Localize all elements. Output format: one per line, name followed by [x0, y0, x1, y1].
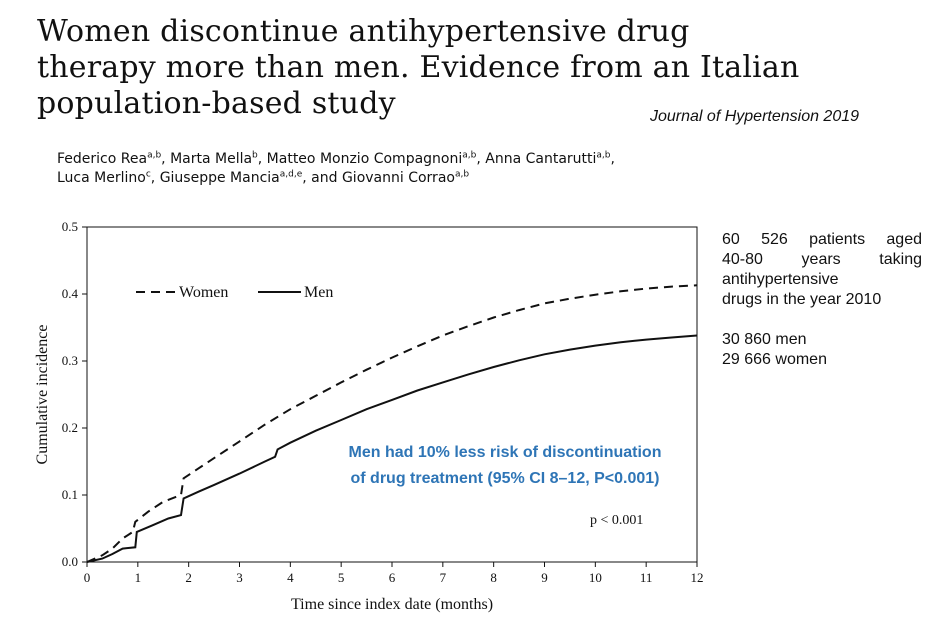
x-axis-label: Time since index date (months) — [291, 596, 493, 613]
author-name: Luca Merlino — [57, 170, 146, 186]
author-name: Giuseppe Mancia — [159, 170, 280, 186]
x-tick-label: 4 — [287, 570, 294, 585]
author-name: Marta Mella — [170, 151, 253, 167]
author-affiliation: a,b — [454, 169, 470, 180]
series-line-men — [86, 334, 698, 563]
summary-line: drugs in the year 2010 — [722, 291, 882, 308]
author-name: Anna Cantarutti — [485, 151, 597, 167]
patients-description: 60 526 patients aged 40-80 years taking … — [722, 230, 922, 310]
author-affiliation: a,d,e — [279, 169, 303, 180]
author-list: Federico Reaa,b, Marta Mellab, Matteo Mo… — [57, 150, 917, 188]
x-tick-label: 6 — [389, 570, 396, 585]
y-tick-label: 0.1 — [62, 487, 78, 502]
title-line: therapy more than men. Evidence from an … — [37, 50, 800, 85]
callout-line: Men had 10% less risk of discontinuation — [349, 444, 662, 461]
y-tick-label: 0.0 — [62, 554, 78, 569]
x-tick-label: 0 — [84, 570, 91, 585]
series-line-women — [86, 284, 698, 563]
author-affiliation: a,b — [596, 150, 611, 161]
author-affiliation: a,b — [147, 150, 162, 161]
x-tick-label: 10 — [589, 570, 602, 585]
x-tick-label: 12 — [691, 570, 704, 585]
x-tick-label: 11 — [640, 570, 653, 585]
x-tick-label: 5 — [338, 570, 345, 585]
x-tick-label: 1 — [135, 570, 142, 585]
y-tick-label: 0.5 — [62, 219, 78, 234]
count-women: 29 666 women — [722, 351, 827, 368]
x-tick-label: 9 — [541, 570, 548, 585]
author-separator: , and — [302, 170, 342, 186]
title-line: Women discontinue antihypertensive drug — [37, 14, 690, 49]
summary-line: 60 526 patients aged — [722, 231, 922, 248]
y-tick-label: 0.3 — [62, 353, 78, 368]
y-tick-label: 0.2 — [62, 420, 78, 435]
x-tick-label: 8 — [490, 570, 497, 585]
paper-title: Women discontinue antihypertensive drug … — [37, 14, 917, 122]
callout-line: of drug treatment (95% CI 8–12, P<0.001) — [351, 470, 660, 487]
author-affiliation: c — [145, 169, 151, 180]
author-name: Giovanni Corrao — [341, 170, 455, 186]
journal-name: Journal of Hypertension 2019 — [650, 108, 860, 125]
count-men: 30 860 men — [722, 331, 807, 348]
x-tick-label: 7 — [440, 570, 447, 585]
author-separator: , — [257, 151, 267, 167]
x-tick-label: 3 — [236, 570, 243, 585]
summary-line: antihypertensive — [722, 271, 839, 288]
y-axis-label: Cumulative incidence — [34, 325, 51, 465]
legend-label-women: Women — [179, 284, 228, 301]
author-name: Federico Rea — [57, 151, 148, 167]
x-tick-label: 2 — [185, 570, 192, 585]
author-separator: , — [161, 151, 171, 167]
plot-frame — [86, 226, 698, 563]
summary-line: 40-80 years taking — [722, 251, 922, 268]
author-separator: , — [150, 170, 160, 186]
study-summary: 60 526 patients aged 40-80 years taking … — [722, 230, 922, 370]
y-tick-label: 0.4 — [62, 286, 79, 301]
author-name: Matteo Monzio Compagnoni — [266, 151, 463, 167]
sex-counts: 30 860 men 29 666 women — [722, 330, 922, 370]
author-separator: , — [476, 151, 486, 167]
legend-label-men: Men — [304, 284, 333, 301]
p-value-label: p < 0.001 — [590, 513, 643, 528]
author-affiliation: a,b — [462, 150, 477, 161]
author-affiliation: b — [252, 150, 258, 161]
title-line: population-based study — [37, 86, 396, 121]
author-separator: , — [610, 151, 615, 167]
